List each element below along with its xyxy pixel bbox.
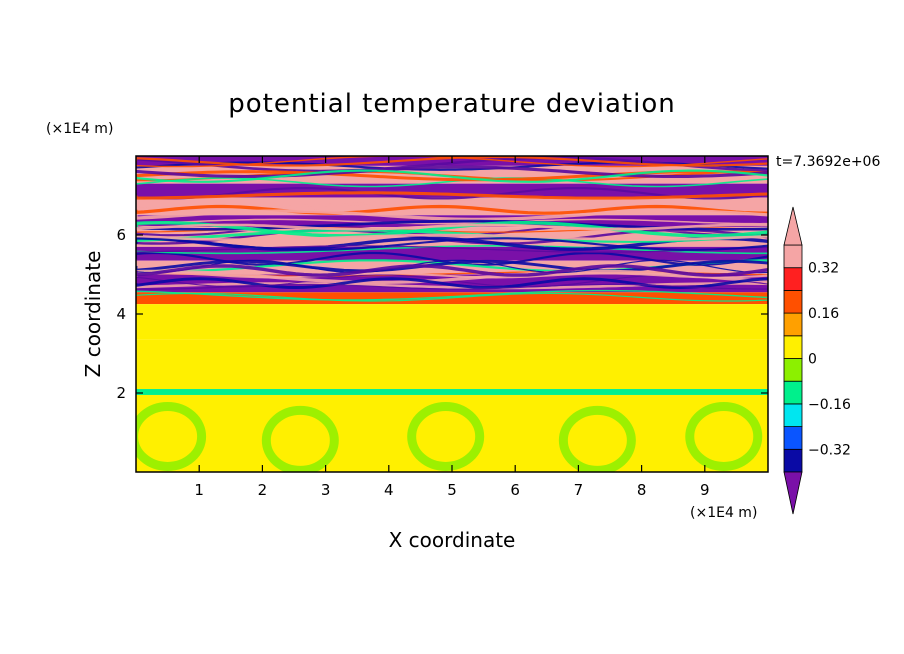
contour-line	[136, 218, 768, 225]
y-axis-label: Z coordinate	[81, 251, 105, 378]
colorbar-over-arrow	[783, 206, 803, 246]
contour-line	[136, 191, 768, 200]
convective-cell	[261, 405, 339, 472]
contour-line	[136, 233, 768, 241]
convective-cell	[685, 401, 763, 471]
colorbar-segment	[783, 426, 803, 450]
contour-line	[136, 156, 768, 173]
contour-line	[136, 186, 768, 200]
contour-line	[136, 237, 768, 251]
contour-line	[136, 272, 768, 279]
contour-band	[136, 339, 768, 390]
x-tick-label: 8	[637, 481, 647, 499]
contour-line	[136, 177, 768, 188]
contour-line	[136, 264, 768, 277]
y-tick-label: 4	[116, 305, 126, 323]
contour-line	[136, 204, 768, 215]
colorbar-tick-label: 0.16	[808, 306, 839, 322]
contour-band	[136, 304, 768, 340]
time-label: t=7.3692e+06	[776, 154, 880, 170]
colorbar-segment	[783, 358, 803, 382]
contour-line	[136, 282, 768, 290]
colorbar-segment	[783, 448, 803, 473]
contour-line	[136, 221, 768, 238]
contour-plot-area	[135, 155, 769, 473]
colorbar-segment	[783, 380, 803, 405]
x-tick-label: 3	[321, 481, 331, 499]
colorbar-tick-label: 0	[808, 352, 817, 368]
contour-line	[136, 259, 768, 274]
contour-line	[136, 165, 768, 179]
x-axis-label: X coordinate	[389, 528, 516, 552]
colorbar-segment	[783, 267, 803, 291]
contour-line	[136, 269, 768, 284]
colorbar-segment	[783, 335, 803, 359]
x-tick-label: 5	[447, 481, 457, 499]
y-tick-label: 2	[116, 384, 126, 402]
convective-cell	[407, 401, 485, 471]
contour-band	[136, 389, 768, 395]
contour-line	[136, 156, 768, 167]
colorbar: 0.32 0.16 0 −0.16 −0.32	[783, 206, 851, 515]
x-unit-label: (×1E4 m)	[690, 505, 757, 521]
colorbar-segment	[783, 403, 803, 427]
contour-line	[136, 209, 768, 222]
convective-cell	[558, 405, 636, 472]
x-tick-label: 9	[700, 481, 710, 499]
chart-title: potential temperature deviation	[228, 89, 675, 119]
colorbar-segment	[783, 289, 803, 314]
contour-line	[136, 289, 768, 301]
contour-line	[136, 169, 768, 183]
x-tick-label: 4	[384, 481, 394, 499]
contour-line	[136, 228, 768, 243]
colorbar-tick-label: 0.32	[808, 261, 839, 277]
x-tick-label: 1	[194, 481, 204, 499]
colorbar-segment	[783, 244, 803, 269]
contour-line	[136, 292, 768, 302]
y-unit-label: (×1E4 m)	[46, 121, 113, 137]
colorbar-segment	[783, 312, 803, 337]
x-tick-label: 7	[574, 481, 584, 499]
x-axis: 1 2 3 4 5 6 7 8 9	[194, 156, 710, 499]
colorbar-tick-label: −0.32	[808, 442, 851, 458]
contour-line	[136, 223, 768, 231]
y-tick-label: 6	[116, 226, 126, 244]
contour-field	[136, 156, 768, 472]
colorbar-tick-label: −0.16	[808, 397, 851, 413]
contour-line	[136, 277, 768, 289]
colorbar-under-arrow	[783, 471, 803, 515]
x-tick-label: 6	[510, 481, 520, 499]
contour-line	[136, 156, 768, 168]
contour-line	[136, 283, 768, 290]
convective-cell	[136, 401, 207, 471]
contour-line	[136, 245, 768, 253]
x-tick-label: 2	[258, 481, 268, 499]
y-axis: 2 4 6	[116, 226, 768, 402]
